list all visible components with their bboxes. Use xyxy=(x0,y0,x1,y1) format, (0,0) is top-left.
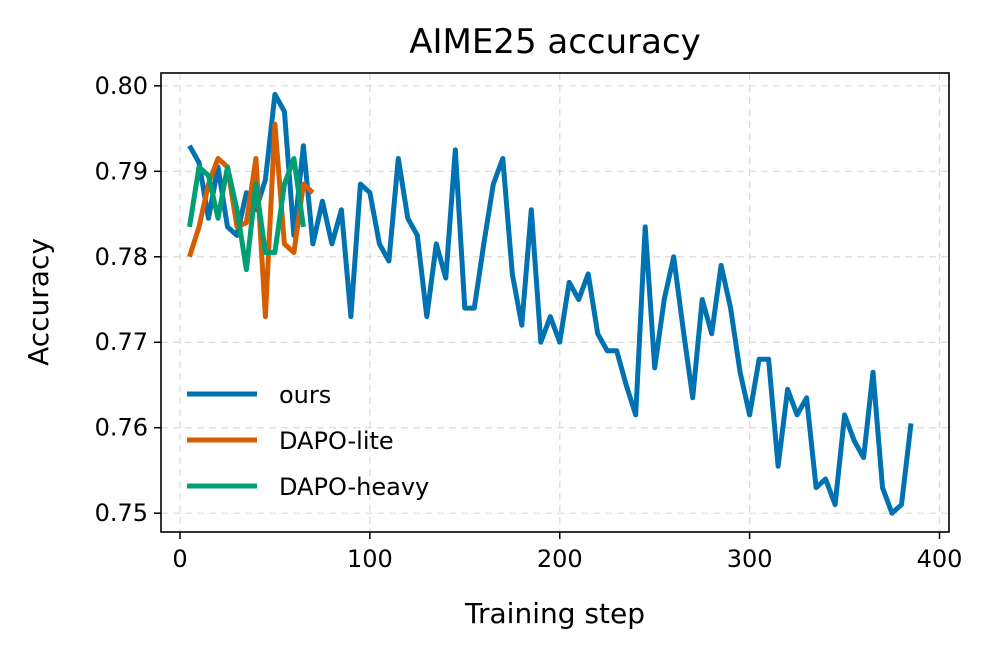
x-tick-label: 0 xyxy=(172,545,187,573)
legend: ours DAPO-lite DAPO-heavy xyxy=(187,381,429,501)
y-axis-label: Accuracy xyxy=(22,238,55,366)
y-tick-label: 0.77 xyxy=(95,328,148,356)
legend-label-dapo-lite: DAPO-lite xyxy=(279,427,394,455)
y-tick-label: 0.76 xyxy=(95,414,148,442)
x-tick-label: 200 xyxy=(537,545,583,573)
legend-label-dapo-heavy: DAPO-heavy xyxy=(279,473,429,501)
y-tick-label: 0.78 xyxy=(95,243,148,271)
grid xyxy=(161,73,949,532)
legend-label-ours: ours xyxy=(279,381,331,409)
plot-frame xyxy=(160,72,950,533)
y-tick-label: 0.80 xyxy=(95,72,148,100)
series-layer xyxy=(187,91,914,516)
chart-title: AIME25 accuracy xyxy=(409,22,701,62)
x-axis: 0 100 200 300 400 xyxy=(172,532,962,573)
series-line-dapo-heavy xyxy=(187,156,306,273)
y-tick-label: 0.79 xyxy=(95,157,148,185)
y-axis: 0.75 0.76 0.77 0.78 0.79 0.80 xyxy=(95,72,161,527)
series-line-ours xyxy=(187,91,914,516)
x-axis-label: Training step xyxy=(464,597,645,630)
x-tick-label: 300 xyxy=(727,545,773,573)
x-tick-label: 100 xyxy=(347,545,393,573)
x-tick-label: 400 xyxy=(917,545,963,573)
y-tick-label: 0.75 xyxy=(95,499,148,527)
